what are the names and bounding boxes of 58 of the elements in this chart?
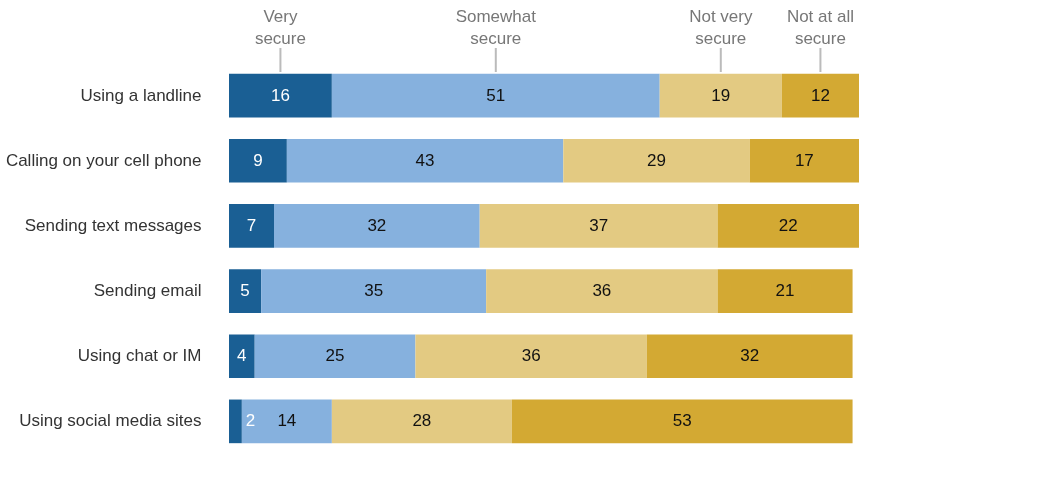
- series-label: Not at all secure: [786, 7, 854, 48]
- data-label: 29: [647, 150, 666, 170]
- data-label: 35: [364, 281, 384, 301]
- y-tick-label: Using social media sites: [19, 411, 202, 431]
- data-label: 53: [672, 411, 692, 431]
- bar: [261, 269, 487, 313]
- y-tick-label: Calling on your cell phone: [5, 150, 202, 170]
- bar: [254, 334, 416, 379]
- bar: [229, 269, 262, 313]
- bar: [749, 138, 859, 183]
- bar: [229, 334, 255, 379]
- data-label: 51: [486, 85, 506, 105]
- bar: [415, 334, 647, 379]
- series-label: Not very secure: [689, 7, 753, 48]
- data-label: 37: [589, 215, 609, 235]
- bar: [717, 269, 853, 313]
- bar: [646, 334, 853, 379]
- series-label: Very secure: [254, 7, 306, 48]
- bar: [241, 399, 332, 444]
- data-label: 2: [245, 411, 256, 431]
- data-label: 21: [775, 281, 795, 301]
- bar: [486, 269, 718, 313]
- bar: [659, 73, 782, 118]
- bar: [274, 204, 480, 248]
- y-tick-label: Using chat or IM: [77, 346, 202, 366]
- bar: [781, 73, 859, 118]
- data-label: 5: [240, 281, 250, 301]
- bar: [229, 204, 274, 248]
- data-label: 36: [521, 346, 541, 366]
- bar: [229, 73, 332, 118]
- data-label: 16: [270, 85, 290, 105]
- data-label: 14: [277, 411, 297, 431]
- data-label: 36: [592, 281, 612, 301]
- data-label: 12: [810, 85, 830, 105]
- bar: [511, 399, 853, 444]
- data-label: 28: [412, 411, 432, 431]
- data-label: 25: [325, 346, 345, 366]
- data-label: 22: [778, 215, 798, 235]
- data-label: 19: [711, 85, 731, 105]
- bar: [229, 138, 287, 183]
- data-label: 32: [740, 346, 760, 366]
- data-label: 43: [415, 150, 435, 170]
- y-tick-label: Sending email: [93, 281, 202, 301]
- data-label: 32: [367, 215, 387, 235]
- y-tick-label: Sending text messages: [24, 215, 202, 235]
- bar: [286, 138, 564, 183]
- bar: [331, 73, 660, 118]
- y-tick-label: Using a landline: [80, 85, 202, 105]
- bar: [229, 399, 242, 444]
- data-label: 7: [246, 215, 257, 235]
- bar: [563, 138, 750, 183]
- bar: [331, 399, 512, 444]
- bar: [479, 204, 718, 248]
- data-label: 9: [253, 150, 263, 170]
- data-label: 4: [237, 346, 247, 366]
- bar: [717, 204, 859, 248]
- series-label: Somewhat secure: [455, 7, 537, 48]
- data-label: 17: [794, 150, 814, 170]
